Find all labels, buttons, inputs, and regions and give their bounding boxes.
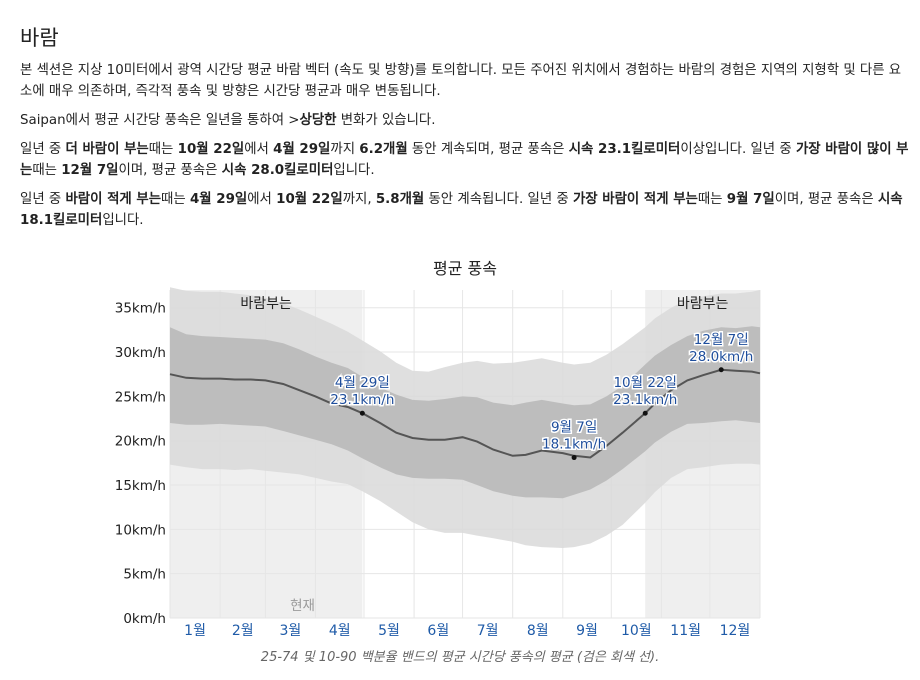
y-tick-label: 5km/h	[123, 567, 166, 583]
text-segment: 이며, 평균 풍속은	[118, 163, 222, 178]
y-tick-label: 30km/h	[115, 345, 166, 361]
text-bold: 가장 바람이 많이 부는	[20, 142, 909, 178]
month-label: 6월	[427, 623, 449, 639]
annotation-date: 4월 29일	[335, 375, 390, 391]
annotation-date: 9월 7일	[551, 420, 597, 436]
text-segment: Saipan에서 평균 시간당 풍속은 일년을 통하여 >	[20, 113, 300, 128]
annotation-point	[359, 410, 365, 416]
text-bold: 6.2개월	[359, 142, 408, 157]
annotation-date: 12월 7일	[694, 332, 749, 348]
annotation-point	[718, 367, 724, 373]
month-label: 10월	[621, 623, 652, 639]
windy-period-label: 바람부는	[240, 296, 292, 312]
annotation-point	[642, 410, 648, 416]
text-segment: 동안 계속됩니다. 일년 중	[424, 192, 573, 207]
text-segment: 에서	[244, 142, 274, 157]
y-tick-label: 10km/h	[115, 522, 166, 538]
percentile-bands	[170, 287, 760, 548]
text-segment: 변화가 있습니다.	[336, 113, 436, 128]
annotation-value: 23.1km/h	[330, 392, 394, 408]
text-segment: 때는	[161, 192, 190, 207]
y-tick-label: 20km/h	[115, 434, 166, 450]
text-segment: 까지,	[342, 192, 376, 207]
text-bold: 4월 29일	[273, 142, 331, 157]
month-label: 12월	[720, 623, 751, 639]
text-bold: 10월 22일	[177, 142, 245, 157]
annotation-value: 23.1km/h	[613, 392, 677, 408]
text-segment: 입니다.	[333, 163, 375, 178]
month-label: 9월	[576, 623, 598, 639]
text-segment: 이며, 평균 풍속은	[774, 192, 878, 207]
text-bold: 시속 18.1킬로미터	[20, 192, 903, 228]
text-bold: 5.8개월	[375, 192, 425, 207]
average-line-group	[169, 368, 761, 459]
month-label: 7월	[477, 623, 499, 639]
annotation-date: 10월 22일	[613, 375, 677, 391]
text-bold: 상당한	[299, 113, 337, 128]
text-bold: 시속 23.1킬로미터	[568, 142, 681, 157]
text-segment: 이상입니다. 일년 중	[680, 142, 796, 157]
text-bold: 더 바람이 부는	[65, 142, 149, 157]
month-label: 11월	[670, 623, 701, 639]
month-label: 4월	[329, 623, 351, 639]
month-label: 3월	[280, 623, 302, 639]
text-segment: 때는	[148, 142, 178, 157]
text-segment: 입니다.	[102, 213, 144, 228]
text-bold: 가장 바람이 적게 부는	[572, 192, 698, 207]
y-tick-label: 35km/h	[115, 301, 166, 317]
section-title: 바람	[20, 26, 59, 50]
now-label: 현재	[290, 598, 315, 614]
variation-paragraph: Saipan에서 평균 시간당 풍속은 일년을 통하여 >상당한 변화가 있습니…	[20, 110, 910, 131]
y-tick-label: 15km/h	[115, 478, 166, 494]
annotation-value: 18.1km/h	[542, 437, 606, 453]
text-segment: 까지	[330, 142, 360, 157]
text-bold: 바람이 적게 부는	[65, 192, 162, 207]
text-segment: 일년 중	[20, 192, 66, 207]
text-segment: 에서	[247, 192, 277, 207]
text-bold: 10월 22일	[276, 192, 343, 207]
intro-paragraph: 본 섹션은 지상 10미터에서 광역 시간당 평균 바람 벡터 (속도 및 방향…	[20, 63, 902, 99]
average-line	[169, 368, 761, 459]
month-label: 5월	[378, 623, 400, 639]
calmer-period-paragraph: 일년 중 바람이 적게 부는때는 4월 29일에서 10월 22일까지, 5.8…	[20, 189, 910, 231]
text-segment: 동안 계속되며, 평균 풍속은	[407, 142, 569, 157]
month-label: 2월	[232, 623, 254, 639]
month-label: 8월	[527, 623, 549, 639]
text-segment: 때는	[697, 192, 727, 207]
y-tick-label: 25km/h	[115, 389, 166, 405]
text-bold: 9월 7일	[726, 192, 775, 207]
windy-period-label: 바람부는	[677, 296, 729, 312]
annotation-value: 28.0km/h	[689, 349, 753, 365]
chart-caption: 25-74 및 10-90 백분율 밴드의 평균 시간당 풍속의 평균 (검은 …	[260, 650, 660, 665]
text-bold: 4월 29일	[189, 192, 248, 207]
text-bold: 시속 28.0킬로미터	[221, 163, 334, 178]
annotation-point	[571, 455, 577, 461]
month-label: 1월	[184, 623, 206, 639]
text-segment: 때는	[32, 163, 62, 178]
y-tick-label: 0km/h	[123, 611, 166, 627]
chart-title: 평균 풍속	[433, 259, 497, 278]
windier-period-paragraph: 일년 중 더 바람이 부는때는 10월 22일에서 4월 29일까지 6.2개월…	[20, 139, 910, 181]
text-bold: 12월 7일	[61, 163, 119, 178]
band-25-75	[170, 326, 760, 499]
text-segment: 일년 중	[20, 142, 66, 157]
wind-section: 바람 본 섹션은 지상 10미터에서 광역 시간당 평균 바람 벡터 (속도 및…	[20, 0, 910, 239]
